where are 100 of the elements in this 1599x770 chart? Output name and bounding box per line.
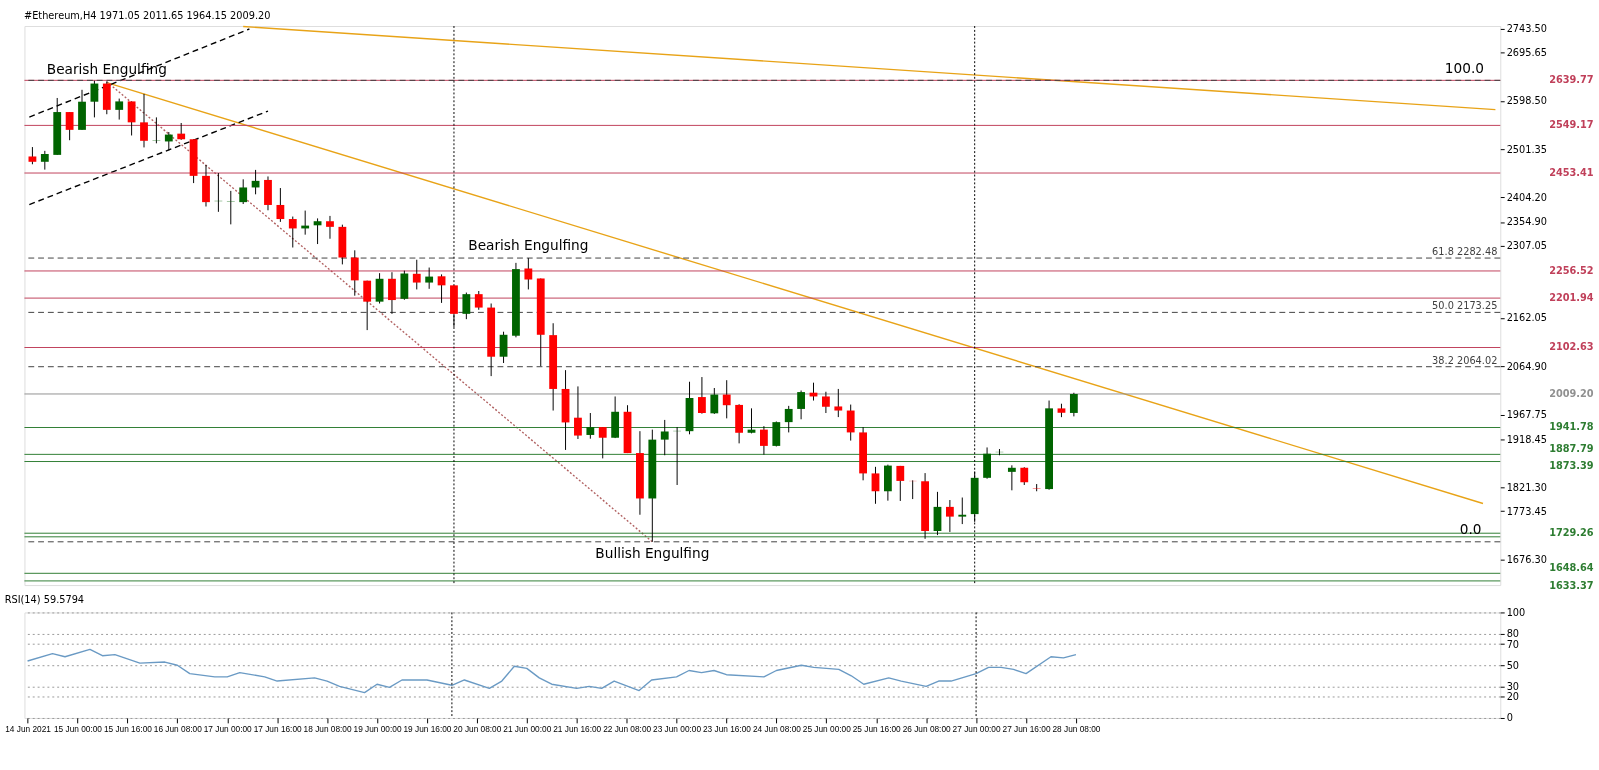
ref-line-label: 1648.64 <box>1549 562 1594 574</box>
candlestick <box>462 292 471 320</box>
ref-line-label: 2639.77 <box>1549 74 1594 86</box>
x-tick-label: 25 Jun 16:00 <box>852 724 902 735</box>
ref-line-label: 1887.79 <box>1549 443 1594 455</box>
chart-title: RSI(14) 59.5794 <box>4 593 85 605</box>
candlestick <box>388 271 396 315</box>
y-tick-label: 100 <box>1506 606 1526 618</box>
y-tick-label: 2064.90 <box>1506 360 1548 372</box>
candlestick <box>375 272 384 304</box>
y-tick-label: 50 <box>1506 659 1520 671</box>
annotation: Bullish Engulfing <box>595 545 710 562</box>
candlestick <box>152 116 161 144</box>
y-tick-label: 1676.30 <box>1506 553 1548 565</box>
x-tick-label: 26 Jun 08:00 <box>902 724 952 735</box>
ref-line-label: 2453.41 <box>1549 166 1594 178</box>
y-tick-label: 1773.45 <box>1506 505 1548 517</box>
x-tick-label: 19 Jun 00:00 <box>353 724 402 735</box>
candlestick <box>65 111 74 141</box>
candlestick <box>412 259 421 290</box>
x-tick-label: 21 Jun 16:00 <box>553 724 602 735</box>
y-tick-label: 2743.50 <box>1506 23 1548 35</box>
annotation: 100.0 <box>1444 59 1484 76</box>
ref-line-label: 2549.17 <box>1549 119 1594 131</box>
y-tick-label: 2501.35 <box>1506 143 1548 155</box>
candlestick <box>784 405 793 433</box>
candlestick <box>350 249 359 297</box>
y-tick-label: 20 <box>1506 691 1520 703</box>
candlestick <box>660 419 669 456</box>
x-tick-label: 25 Jun 00:00 <box>802 724 852 735</box>
annotation: 0.0 <box>1459 520 1482 537</box>
candlestick <box>226 190 235 225</box>
y-tick-label: 2695.65 <box>1506 46 1548 58</box>
y-tick-label: 80 <box>1506 627 1520 639</box>
x-tick-label: 19 Jun 16:00 <box>403 724 452 735</box>
candlestick <box>710 387 719 415</box>
x-tick-label: 22 Jun 08:00 <box>603 724 652 735</box>
x-tick-label: 15 Jun 16:00 <box>103 724 153 735</box>
candlestick <box>524 257 533 290</box>
candlestick <box>363 280 372 331</box>
candlestick <box>945 499 954 533</box>
ref-line-label: 38.2 2064.02 <box>1432 354 1498 366</box>
candlestick <box>40 150 49 171</box>
candlestick <box>958 497 967 525</box>
candlestick <box>140 93 148 148</box>
y-tick-label: 1821.30 <box>1506 481 1548 493</box>
candlestick <box>276 187 285 223</box>
annotation: Bearish Engulfing <box>468 237 589 254</box>
y-tick-label: 70 <box>1506 638 1520 650</box>
y-tick-label: 1967.75 <box>1506 409 1548 421</box>
ref-line-label: 1633.37 <box>1549 579 1594 591</box>
x-tick-label: 17 Jun 00:00 <box>203 724 253 735</box>
x-tick-label: 17 Jun 16:00 <box>253 724 303 735</box>
candlestick <box>722 379 731 419</box>
y-tick-label: 1918.45 <box>1506 433 1548 445</box>
candlestick <box>115 98 124 121</box>
annotation: Bearish Engulfing <box>46 60 167 77</box>
y-tick-label: 0 <box>1506 712 1513 724</box>
ref-line-label: 1941.78 <box>1549 421 1594 433</box>
candlestick <box>871 466 880 505</box>
candlestick <box>326 215 334 240</box>
candlestick <box>586 412 595 440</box>
candlestick <box>288 216 297 248</box>
chart-title: #Ethereum,H4 1971.05 2011.65 1964.15 2009.20 <box>23 9 271 21</box>
x-tick-label: 15 Jun 00:00 <box>53 724 103 735</box>
ref-line-label: 1873.39 <box>1549 460 1594 472</box>
candlestick <box>1069 392 1078 417</box>
candlestick <box>821 391 830 414</box>
candlestick <box>474 290 483 311</box>
ref-line-label: 2009.20 <box>1549 387 1594 399</box>
y-tick-label: 2307.05 <box>1506 240 1548 252</box>
ref-line-label: 2102.63 <box>1549 341 1594 353</box>
candlestick <box>772 420 781 447</box>
x-tick-label: 21 Jun 00:00 <box>503 724 552 735</box>
candlestick <box>698 376 706 415</box>
x-tick-label: 27 Jun 00:00 <box>952 724 1001 735</box>
ref-line-label: 2256.52 <box>1549 264 1594 276</box>
y-tick-label: 2598.50 <box>1506 95 1548 107</box>
ref-line-label: 1729.26 <box>1549 527 1594 539</box>
x-tick-label: 23 Jun 16:00 <box>702 724 752 735</box>
ref-line-label: 61.8 2282.48 <box>1432 246 1498 258</box>
line-series <box>26 648 1077 694</box>
x-tick-label: 24 Jun 08:00 <box>752 724 802 735</box>
x-tick-label: 20 Jun 08:00 <box>453 724 502 735</box>
x-tick-label: 16 Jun 08:00 <box>153 724 203 735</box>
candlestick <box>834 388 843 418</box>
y-tick-label: 2162.05 <box>1506 312 1548 324</box>
y-tick-label: 2404.20 <box>1506 191 1548 203</box>
ref-line-label: 2201.94 <box>1549 292 1594 304</box>
ref-line-label: 50.0 2173.25 <box>1432 300 1498 312</box>
candlestick <box>896 465 905 502</box>
candlestick <box>499 331 508 364</box>
candlestick <box>127 100 136 136</box>
candlestick <box>797 390 806 420</box>
candlestick <box>1007 464 1016 491</box>
y-tick-label: 30 <box>1506 680 1520 692</box>
candlestick <box>760 425 768 456</box>
x-tick-label: 18 Jun 08:00 <box>303 724 352 735</box>
x-tick-label: 23 Jun 00:00 <box>653 724 702 735</box>
candlestick <box>425 267 434 290</box>
